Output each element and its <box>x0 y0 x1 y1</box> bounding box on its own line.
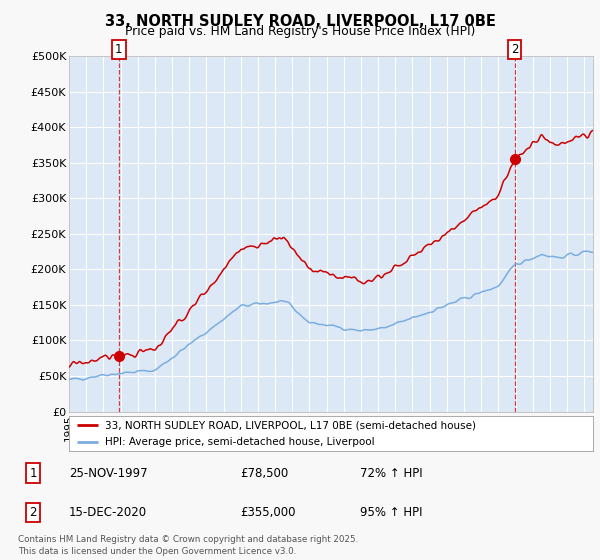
Text: 15-DEC-2020: 15-DEC-2020 <box>69 506 147 519</box>
Text: HPI: Average price, semi-detached house, Liverpool: HPI: Average price, semi-detached house,… <box>104 437 374 447</box>
Text: 25-NOV-1997: 25-NOV-1997 <box>69 466 148 480</box>
Text: 95% ↑ HPI: 95% ↑ HPI <box>360 506 422 519</box>
Text: Contains HM Land Registry data © Crown copyright and database right 2025.
This d: Contains HM Land Registry data © Crown c… <box>18 535 358 556</box>
Text: 33, NORTH SUDLEY ROAD, LIVERPOOL, L17 0BE (semi-detached house): 33, NORTH SUDLEY ROAD, LIVERPOOL, L17 0B… <box>104 421 476 431</box>
Text: 1: 1 <box>29 466 37 480</box>
Text: £355,000: £355,000 <box>240 506 296 519</box>
Text: Price paid vs. HM Land Registry's House Price Index (HPI): Price paid vs. HM Land Registry's House … <box>125 25 475 38</box>
Text: 72% ↑ HPI: 72% ↑ HPI <box>360 466 422 480</box>
Text: 2: 2 <box>511 43 518 56</box>
Text: 2: 2 <box>29 506 37 519</box>
Text: 33, NORTH SUDLEY ROAD, LIVERPOOL, L17 0BE: 33, NORTH SUDLEY ROAD, LIVERPOOL, L17 0B… <box>104 14 496 29</box>
Text: £78,500: £78,500 <box>240 466 288 480</box>
Text: 1: 1 <box>115 43 122 56</box>
